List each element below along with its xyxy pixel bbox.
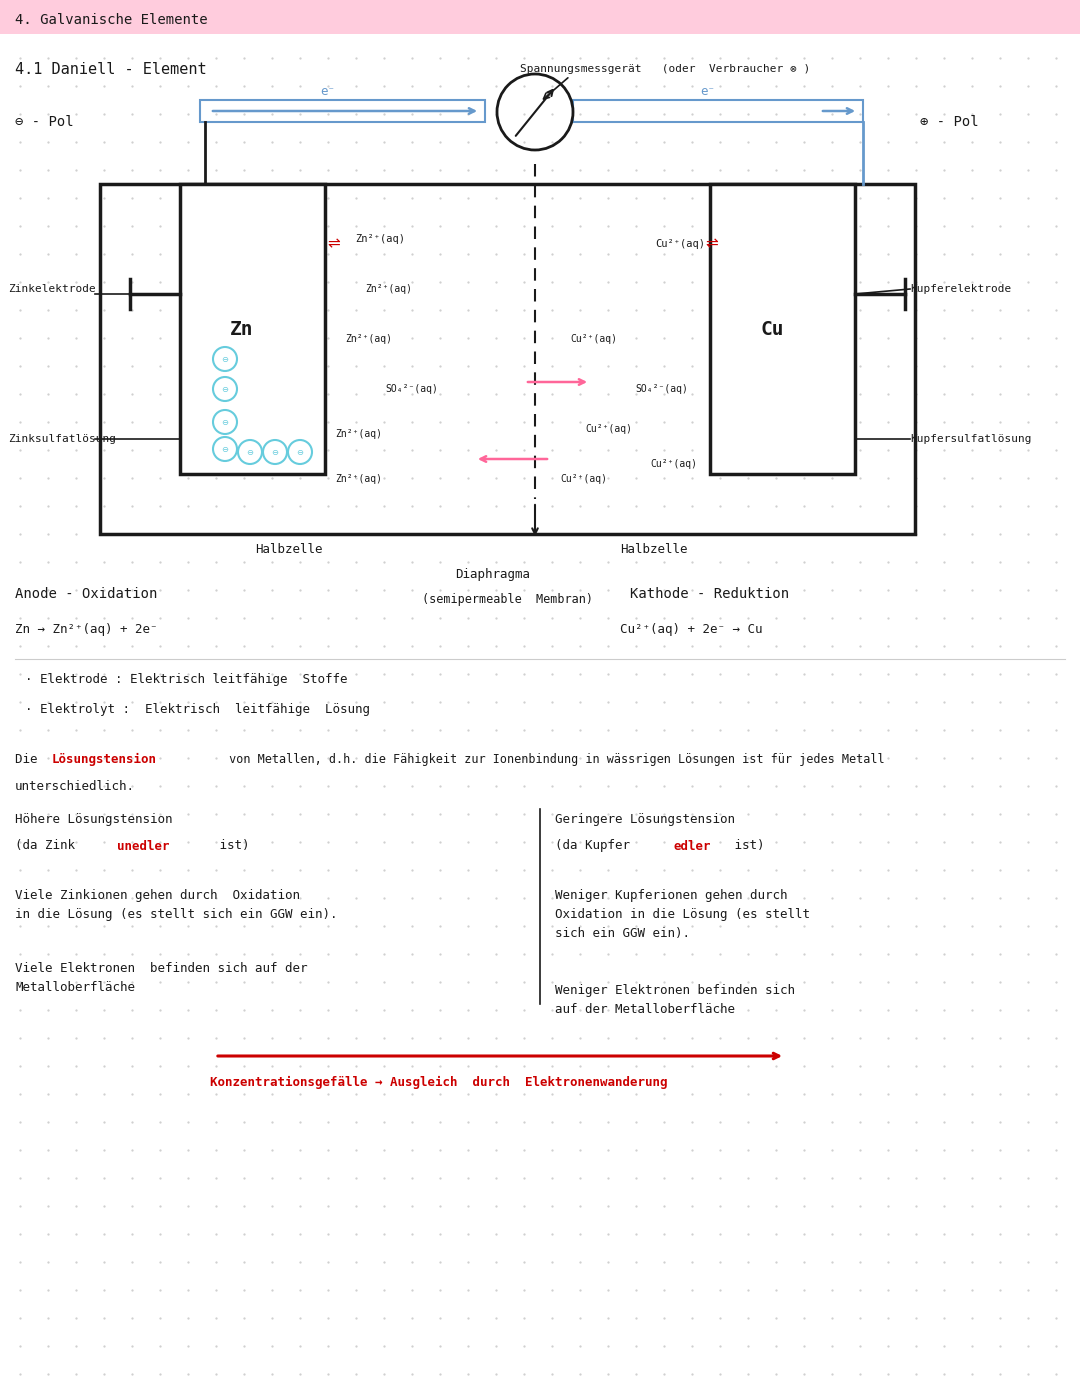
Text: (da Kupfer: (da Kupfer	[555, 839, 645, 853]
Text: Zinksulfatlösung: Zinksulfatlösung	[8, 434, 116, 445]
Text: ⇌: ⇌	[327, 237, 340, 251]
Text: Anode - Oxidation: Anode - Oxidation	[15, 587, 158, 601]
Text: Cu²⁺(aq): Cu²⁺(aq)	[585, 424, 632, 434]
Text: Die: Die	[15, 753, 45, 765]
Text: Cu: Cu	[760, 319, 783, 339]
Text: Lösungstension: Lösungstension	[52, 753, 157, 765]
FancyBboxPatch shape	[710, 184, 855, 474]
Text: ist): ist)	[212, 839, 249, 853]
Text: ⊕ - Pol: ⊕ - Pol	[920, 114, 978, 130]
Text: 4. Galvanische Elemente: 4. Galvanische Elemente	[15, 13, 207, 26]
Text: 4.1 Daniell - Element: 4.1 Daniell - Element	[15, 61, 206, 77]
Text: Weniger Kupferionen gehen durch
Oxidation in die Lösung (es stellt
sich ein GGW : Weniger Kupferionen gehen durch Oxidatio…	[555, 889, 810, 940]
Text: Zn²⁺(aq): Zn²⁺(aq)	[335, 474, 382, 484]
Text: (da Zink: (da Zink	[15, 839, 90, 853]
Text: ⊖: ⊖	[246, 447, 254, 456]
Text: (semipermeable  Membran): (semipermeable Membran)	[422, 592, 593, 605]
Text: Viele Elektronen  befinden sich auf der
Metalloberfläche: Viele Elektronen befinden sich auf der M…	[15, 962, 308, 994]
Text: Zinkelektrode: Zinkelektrode	[8, 284, 96, 294]
Text: Kupfersulfatlösung: Kupfersulfatlösung	[910, 434, 1031, 445]
Text: Höhere Lösungstension: Höhere Lösungstension	[15, 813, 173, 825]
Text: unterschiedlich.: unterschiedlich.	[15, 779, 135, 793]
Text: ist): ist)	[727, 839, 765, 853]
Text: · Elektrode : Elektrisch leitfähige  Stoffe: · Elektrode : Elektrisch leitfähige Stof…	[25, 672, 348, 686]
Text: ⊖: ⊖	[221, 417, 229, 427]
Text: Zn²⁺(aq): Zn²⁺(aq)	[335, 429, 382, 439]
Text: Zn²⁺(aq): Zn²⁺(aq)	[355, 234, 405, 244]
Text: ⊖: ⊖	[297, 447, 303, 456]
Text: Diaphragma: Diaphragma	[455, 567, 530, 580]
Text: Cu²⁺(aq) + 2e⁻ → Cu: Cu²⁺(aq) + 2e⁻ → Cu	[620, 623, 762, 636]
FancyBboxPatch shape	[0, 0, 1080, 33]
Text: unedler: unedler	[117, 839, 170, 853]
Text: Halbzelle: Halbzelle	[255, 542, 323, 555]
Text: Zn → Zn²⁺(aq) + 2e⁻: Zn → Zn²⁺(aq) + 2e⁻	[15, 623, 158, 636]
Text: Kathode - Reduktion: Kathode - Reduktion	[630, 587, 789, 601]
Text: Cu²⁺(aq): Cu²⁺(aq)	[561, 474, 607, 484]
Text: Spannungsmessgerät   (oder  Verbraucher ⊗ ): Spannungsmessgerät (oder Verbraucher ⊗ )	[519, 64, 810, 74]
Text: · Elektrolyt :  Elektrisch  leitfähige  Lösung: · Elektrolyt : Elektrisch leitfähige Lös…	[25, 703, 370, 715]
Text: Zn²⁺(aq): Zn²⁺(aq)	[345, 335, 392, 344]
Text: von Metallen, d.h. die Fähigkeit zur Ionenbindung in wässrigen Lösungen ist für : von Metallen, d.h. die Fähigkeit zur Ion…	[222, 753, 885, 765]
Text: Cu²⁺(aq): Cu²⁺(aq)	[650, 459, 697, 468]
Text: ⊖: ⊖	[221, 445, 229, 453]
Text: Geringere Lösungstension: Geringere Lösungstension	[555, 813, 735, 825]
Text: Weniger Elektronen befinden sich
auf der Metalloberfläche: Weniger Elektronen befinden sich auf der…	[555, 984, 795, 1016]
Text: ⊖: ⊖	[221, 385, 229, 393]
Text: e⁻: e⁻	[700, 85, 715, 98]
Text: Zn²⁺(aq): Zn²⁺(aq)	[365, 284, 411, 294]
Text: SO₄²⁻(aq): SO₄²⁻(aq)	[635, 383, 688, 395]
Text: Konzentrationsgefälle → Ausgleich  durch  Elektronenwanderung: Konzentrationsgefälle → Ausgleich durch …	[210, 1075, 667, 1089]
Text: Halbzelle: Halbzelle	[620, 542, 688, 555]
Text: Kupferelektrode: Kupferelektrode	[910, 284, 1011, 294]
Text: Cu²⁺(aq): Cu²⁺(aq)	[570, 335, 617, 344]
Text: ⊖ - Pol: ⊖ - Pol	[15, 114, 73, 130]
Text: Viele Zinkionen gehen durch  Oxidation
in die Lösung (es stellt sich ein GGW ein: Viele Zinkionen gehen durch Oxidation in…	[15, 889, 337, 921]
FancyBboxPatch shape	[180, 184, 325, 474]
Text: Cu²⁺(aq): Cu²⁺(aq)	[654, 238, 705, 250]
Text: e⁻: e⁻	[320, 85, 335, 98]
Text: SO₄²⁻(aq): SO₄²⁻(aq)	[384, 383, 437, 395]
Text: ⊖: ⊖	[271, 447, 279, 456]
Text: ⇌: ⇌	[705, 237, 718, 251]
Text: Zn: Zn	[230, 319, 254, 339]
Text: ⊖: ⊖	[221, 354, 229, 364]
Text: edler: edler	[673, 839, 711, 853]
